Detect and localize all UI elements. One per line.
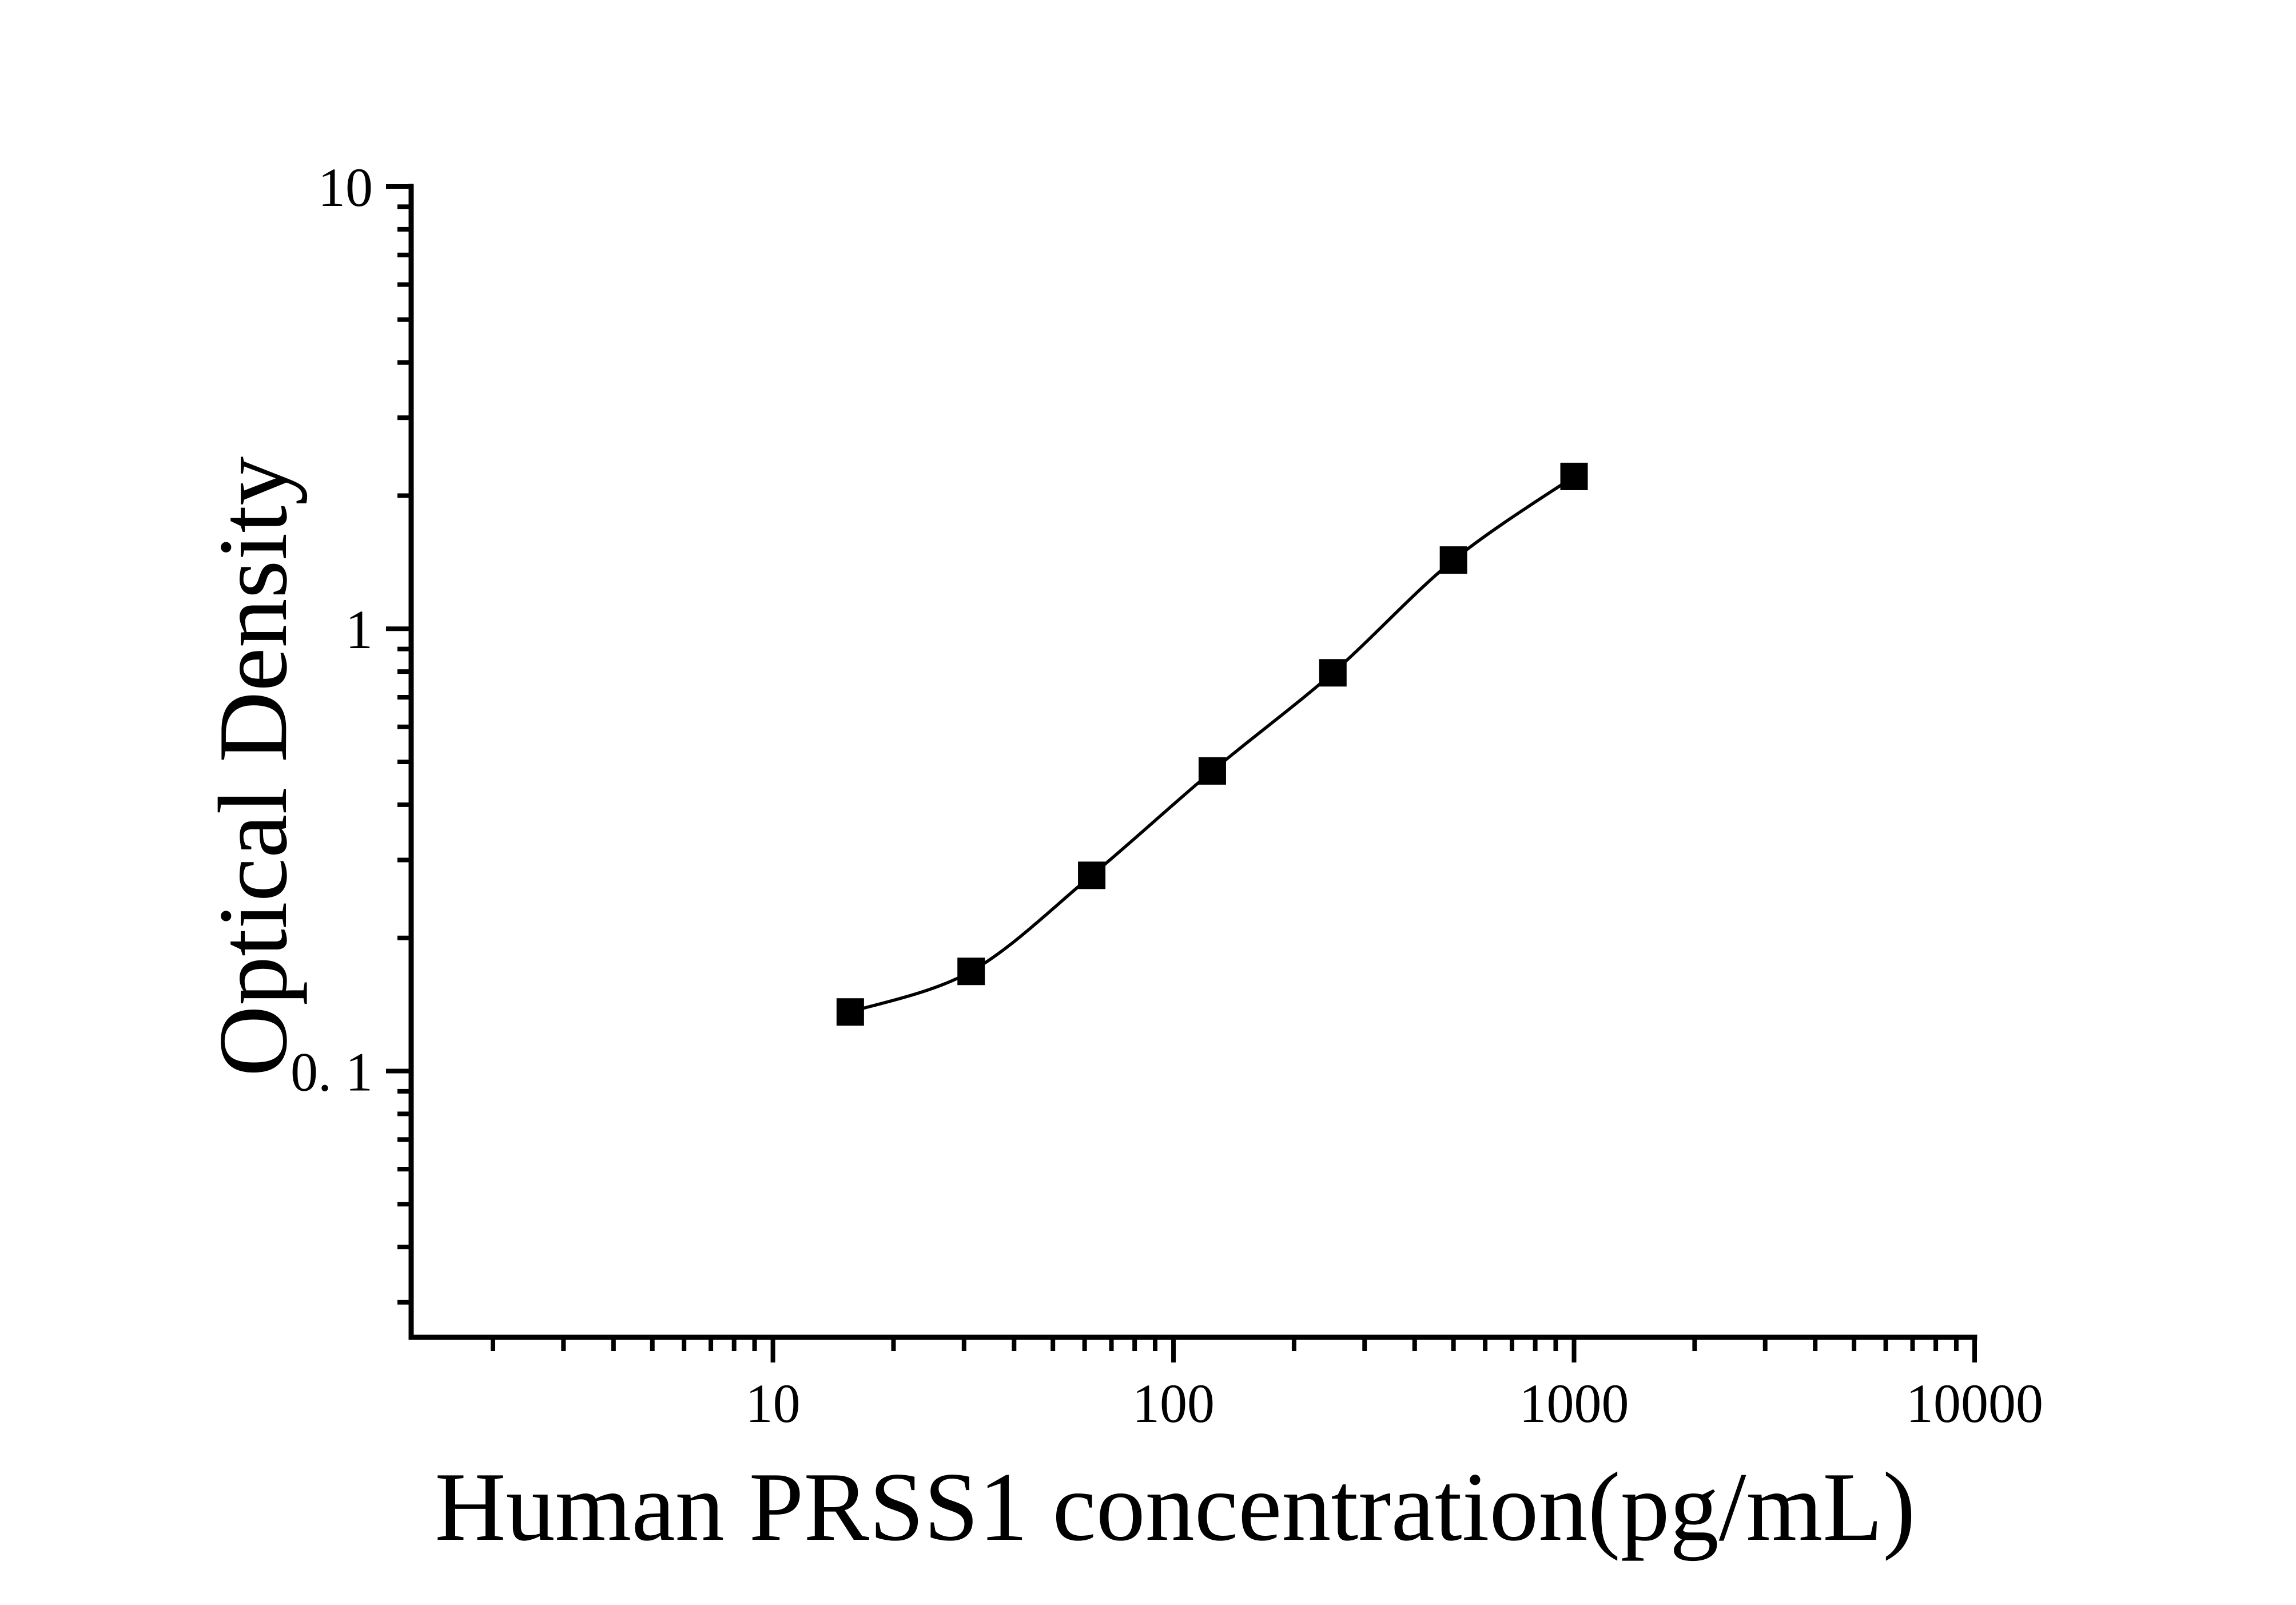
x-tick-label: 10000 <box>1906 1373 2043 1434</box>
data-point-marker <box>957 958 985 986</box>
data-point-marker <box>1319 659 1347 687</box>
y-tick-label: 10 <box>318 157 373 218</box>
y-axis-title: Optical Density <box>199 456 308 1076</box>
x-tick-label: 1000 <box>1519 1373 1629 1434</box>
x-tick-label: 100 <box>1132 1373 1215 1434</box>
data-point-marker <box>1439 546 1467 574</box>
axis-spines <box>408 184 1977 1340</box>
axes-layer <box>408 184 1977 1340</box>
data-point-marker <box>1560 462 1588 490</box>
data-point-marker <box>1198 757 1226 785</box>
y-tick-label: 1 <box>345 599 373 660</box>
data-layer <box>836 462 1588 1026</box>
y-tick-label: 0. 1 <box>291 1041 373 1102</box>
x-tick-label: 10 <box>746 1373 801 1434</box>
tick-layer <box>386 184 1977 1362</box>
tick-label-layer: 10 100 1000 10000 10 1 0. 1 <box>291 157 2043 1434</box>
x-axis-title: Human PRSS1 concentration(pg/mL) <box>435 1453 1915 1562</box>
data-point-marker <box>1078 861 1106 889</box>
data-point-marker <box>836 998 864 1026</box>
